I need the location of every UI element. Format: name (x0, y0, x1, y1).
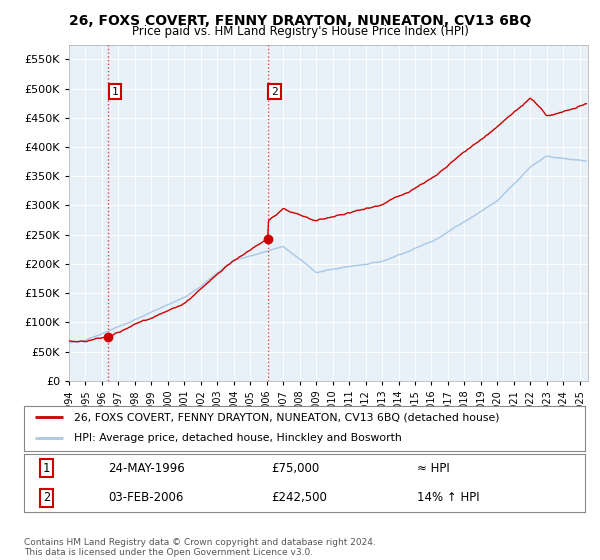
Text: 14% ↑ HPI: 14% ↑ HPI (416, 491, 479, 504)
Text: HPI: Average price, detached house, Hinckley and Bosworth: HPI: Average price, detached house, Hinc… (74, 433, 402, 444)
Text: £242,500: £242,500 (271, 491, 327, 504)
Text: 1: 1 (112, 87, 118, 96)
Text: ≈ HPI: ≈ HPI (416, 462, 449, 475)
Text: 03-FEB-2006: 03-FEB-2006 (108, 491, 184, 504)
Text: 2: 2 (271, 87, 278, 96)
Text: 24-MAY-1996: 24-MAY-1996 (108, 462, 185, 475)
Text: Price paid vs. HM Land Registry's House Price Index (HPI): Price paid vs. HM Land Registry's House … (131, 25, 469, 38)
Text: £75,000: £75,000 (271, 462, 319, 475)
Text: 26, FOXS COVERT, FENNY DRAYTON, NUNEATON, CV13 6BQ (detached house): 26, FOXS COVERT, FENNY DRAYTON, NUNEATON… (74, 412, 500, 422)
Text: 1: 1 (43, 462, 50, 475)
Text: 2: 2 (43, 491, 50, 504)
Text: Contains HM Land Registry data © Crown copyright and database right 2024.
This d: Contains HM Land Registry data © Crown c… (24, 538, 376, 557)
Text: 26, FOXS COVERT, FENNY DRAYTON, NUNEATON, CV13 6BQ: 26, FOXS COVERT, FENNY DRAYTON, NUNEATON… (69, 14, 531, 28)
